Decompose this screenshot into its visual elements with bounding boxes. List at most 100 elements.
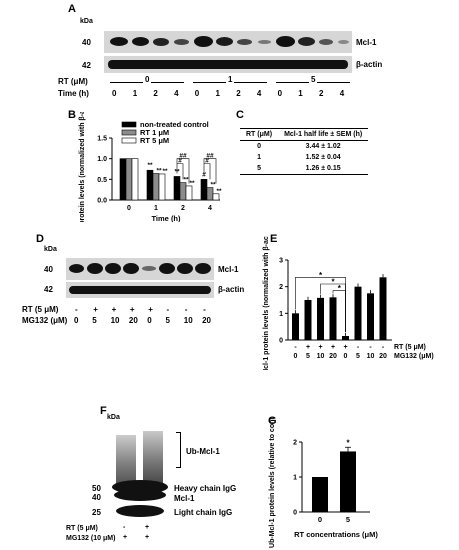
panel-g-label: G — [268, 415, 277, 427]
sign: - — [123, 524, 126, 531]
bar — [206, 187, 214, 201]
sign: + — [123, 534, 128, 541]
actin-blot-strip — [104, 56, 352, 73]
x-tick-label: 5 — [346, 515, 350, 524]
bar — [312, 477, 328, 512]
rt-sign: + — [93, 305, 98, 314]
rt-row-label: RT (μM) — [58, 77, 88, 86]
significance-mark: ** — [189, 180, 195, 187]
half-life-table: RT (μM) Mcl-1 half life ± SEM (h) 0 3.44 … — [240, 128, 369, 175]
bar — [292, 313, 299, 340]
y-axis-label: Mcl-1 protein levels (normalized with β-… — [263, 236, 270, 370]
kda-label: kDa — [80, 18, 93, 25]
table-cell: 1.26 ± 0.15 — [278, 163, 369, 175]
legend-label: RT 5 μM — [140, 136, 169, 145]
bracket — [332, 290, 346, 332]
y-tick-label: 0 — [293, 510, 297, 517]
bar — [179, 182, 187, 201]
bracket — [203, 163, 211, 180]
mw-marker: 50 — [92, 484, 101, 493]
bar — [379, 277, 387, 340]
chart-g-svg: 0 1 2 0 * 5 RT concentrations (μM) Ub-Mcl-1 pro… — [269, 418, 378, 548]
y-tick-label: 0.5 — [97, 177, 107, 184]
x-tick-value: 10 — [367, 353, 375, 360]
y-tick-label: 3 — [279, 258, 283, 265]
bracket — [203, 158, 217, 184]
mg-row-label: MG132 (10 μM) — [66, 535, 116, 542]
significance-mark: # — [178, 158, 182, 165]
significance-mark: ** — [210, 182, 216, 189]
y-tick-label: 1.5 — [97, 136, 107, 143]
legend-swatch — [121, 121, 137, 128]
x-tick-value: 5 — [306, 353, 310, 360]
rt-group: 1 — [226, 75, 235, 84]
significance-mark: * — [319, 271, 323, 280]
bar — [185, 185, 193, 201]
bar — [119, 158, 127, 201]
significance-mark: ## — [206, 153, 214, 160]
annotation-heavy-chain: Heavy chain IgG — [174, 484, 237, 493]
x-tick-label: 0 — [127, 205, 131, 212]
panel-c-label: C — [236, 109, 244, 121]
time-value: 2 — [236, 89, 241, 98]
mg-value: 0 — [147, 316, 152, 325]
x-tick-sign: + — [331, 344, 335, 351]
rt-sign: + — [129, 305, 135, 314]
time-value: 2 — [319, 89, 324, 98]
table-header: Mcl-1 half life ± SEM (h) — [278, 128, 369, 141]
actin-blot-strip — [66, 282, 214, 298]
mw-marker: 42 — [44, 285, 53, 294]
x-axis-label: RT concentrations (μM) — [294, 530, 378, 539]
bar — [342, 336, 349, 340]
sign: + — [145, 524, 150, 531]
y-tick-label: 2 — [293, 440, 297, 447]
mg-value: 20 — [128, 316, 138, 325]
rt-sign: + — [111, 305, 117, 314]
x-tick-sign: + — [343, 344, 347, 351]
mg-value: 20 — [202, 316, 211, 325]
bar — [329, 297, 337, 340]
bar — [354, 286, 362, 340]
annotation-mcl1: Mcl-1 — [174, 494, 195, 503]
y-axis-label: Ub-Mcl-1 protein levels (relative to con… — [269, 418, 276, 548]
significance-mark: ## — [179, 153, 187, 160]
table-header: RT (μM) — [240, 128, 279, 141]
rt-sign: - — [203, 305, 206, 314]
y-tick-label: 0 — [279, 338, 283, 345]
x-tick-value: 20 — [329, 353, 337, 360]
protein-label-actin: β-actin — [218, 285, 245, 294]
x-tick-sign: - — [357, 344, 360, 351]
mg-value: 10 — [110, 316, 120, 325]
time-value: 0 — [277, 89, 283, 98]
table-cell: 1 — [257, 154, 261, 161]
rt-sign: - — [184, 305, 188, 314]
tick-row-label: MG132 (μM) — [394, 353, 434, 360]
rt-sign: - — [166, 305, 170, 314]
x-tick-value: 0 — [294, 353, 298, 360]
bar — [200, 179, 208, 201]
time-row-label: Time (h) — [58, 89, 89, 98]
y-tick-label: 1.0 — [97, 156, 107, 163]
significance-mark: * — [331, 278, 335, 287]
panel-d-label: D — [36, 233, 44, 245]
table-cell: 1.52 ± 0.04 — [305, 154, 341, 161]
bar — [212, 193, 220, 201]
mg-value: 5 — [165, 316, 170, 325]
sign: + — [145, 534, 150, 541]
x-tick-value: 10 — [317, 353, 325, 360]
bracket — [176, 163, 184, 180]
table-cell: 3.44 ± 1.02 — [305, 143, 341, 150]
x-tick-label: 4 — [208, 205, 212, 212]
time-value: 1 — [298, 89, 303, 98]
x-tick-value: 0 — [344, 353, 348, 360]
rt-row-label: RT (5 μM) — [22, 305, 59, 314]
significance-mark: * — [338, 284, 342, 293]
legend-swatch — [121, 129, 137, 136]
chart-b-svg: 0.00.51.01.50 1 2 4** ****** ********#######n… — [79, 112, 222, 222]
annotation-ub-mcl1: Ub-Mcl-1 — [186, 447, 220, 456]
x-tick-sign: - — [369, 344, 372, 351]
significance-mark: ** — [156, 168, 162, 175]
bar — [173, 176, 181, 201]
significance-mark: * — [346, 439, 350, 448]
